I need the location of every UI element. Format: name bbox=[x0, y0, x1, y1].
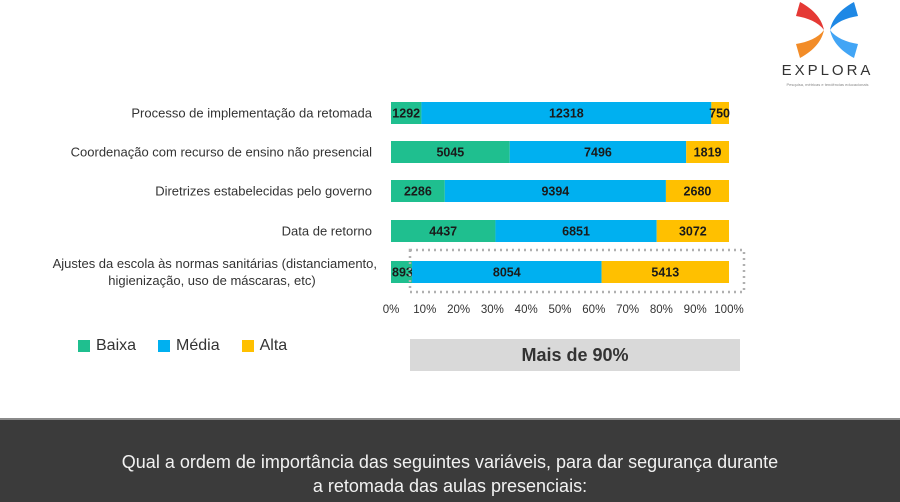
callout-box: Mais de 90% bbox=[410, 339, 740, 371]
bar-alta-3 bbox=[656, 220, 729, 242]
bar-baixa-0 bbox=[391, 102, 422, 124]
value-label: 5413 bbox=[651, 266, 679, 280]
bar-baixa-2 bbox=[391, 180, 445, 202]
x-tick-label: 60% bbox=[582, 304, 605, 316]
x-tick-label: 80% bbox=[650, 304, 673, 316]
bar-alta-2 bbox=[665, 180, 729, 202]
legend-item-media: Média bbox=[158, 337, 220, 355]
bar-mdia-3 bbox=[495, 220, 657, 242]
value-label: 1819 bbox=[694, 146, 722, 160]
chart-legend: Baixa Média Alta bbox=[78, 337, 287, 355]
value-label: 2286 bbox=[404, 185, 432, 199]
legend-item-baixa: Baixa bbox=[78, 337, 136, 355]
value-label: 12318 bbox=[549, 107, 584, 121]
x-tick-label: 40% bbox=[515, 304, 538, 316]
logo-mark-icon bbox=[796, 2, 858, 58]
bar-mdia-0 bbox=[421, 102, 712, 124]
value-label: 893 bbox=[392, 266, 413, 280]
x-tick-label: 100% bbox=[714, 304, 743, 316]
x-tick-label: 30% bbox=[481, 304, 504, 316]
value-label: 1292 bbox=[392, 107, 420, 121]
x-tick-label: 50% bbox=[548, 304, 571, 316]
category-label: Coordenação com recurso de ensino não pr… bbox=[71, 145, 372, 160]
bar-baixa-1 bbox=[391, 141, 510, 163]
bar-baixa-3 bbox=[391, 220, 496, 242]
category-label: Ajustes da escola às normas sanitárias (… bbox=[53, 256, 377, 288]
value-label: 3072 bbox=[679, 225, 707, 239]
x-tick-label: 20% bbox=[447, 304, 470, 316]
legend-label: Alta bbox=[259, 337, 288, 354]
bar-mdia-2 bbox=[444, 180, 666, 202]
legend-label: Baixa bbox=[96, 337, 137, 354]
legend-item-alta: Alta bbox=[241, 337, 288, 355]
category-label: Diretrizes estabelecidas pelo governo bbox=[155, 184, 372, 199]
bar-alta-0 bbox=[711, 102, 729, 124]
legend-swatch-baixa bbox=[78, 340, 90, 352]
logo-text: EXPLORA bbox=[781, 62, 874, 79]
bar-alta-1 bbox=[686, 141, 729, 163]
bar-alta-4 bbox=[601, 261, 729, 283]
logo-tagline: Pesquisa, métricas e tendências educacio… bbox=[786, 82, 869, 87]
value-label: 6851 bbox=[562, 225, 590, 239]
x-tick-label: 70% bbox=[616, 304, 639, 316]
value-label: 2680 bbox=[684, 185, 712, 199]
category-label: Data de retorno bbox=[282, 224, 372, 239]
bar-mdia-1 bbox=[509, 141, 687, 163]
value-label: 7496 bbox=[584, 146, 612, 160]
value-label: 4437 bbox=[429, 225, 457, 239]
x-tick-label: 10% bbox=[413, 304, 436, 316]
question-text: Qual a ordem de importância das seguinte… bbox=[121, 452, 779, 496]
x-tick-label: 0% bbox=[383, 304, 400, 316]
bar-mdia-4 bbox=[412, 261, 602, 283]
bar-baixa-4 bbox=[391, 261, 413, 283]
legend-label: Média bbox=[176, 337, 220, 354]
legend-swatch-alta bbox=[241, 340, 254, 352]
highlight-box bbox=[408, 248, 746, 294]
category-label: Processo de implementação da retomada bbox=[131, 106, 372, 121]
value-label: 9394 bbox=[541, 185, 569, 199]
value-label: 5045 bbox=[436, 146, 464, 160]
stacked-bar-chart: Processo de implementação da retomada Coo… bbox=[53, 102, 746, 316]
x-tick-label: 90% bbox=[684, 304, 707, 316]
value-label: 8054 bbox=[493, 266, 521, 280]
explora-logo bbox=[760, 0, 895, 100]
value-label: 750 bbox=[709, 107, 730, 121]
footer-banner: Qual a ordem de importância das seguinte… bbox=[0, 418, 900, 502]
legend-swatch-media bbox=[158, 340, 171, 352]
